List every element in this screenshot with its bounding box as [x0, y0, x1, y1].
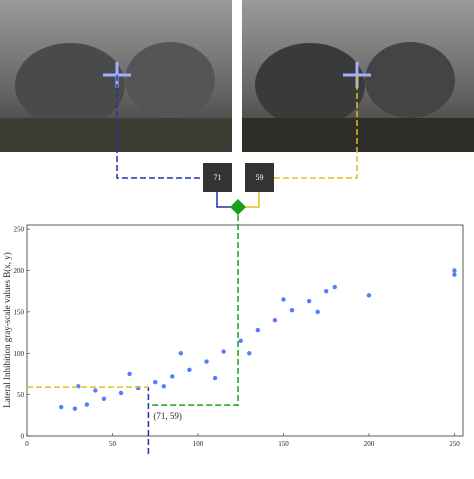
- x-tick-label: 0: [25, 440, 29, 448]
- x-tick-label: 50: [109, 440, 117, 448]
- y-tick-label: 50: [17, 391, 25, 399]
- point: [58, 404, 64, 410]
- plot: 0 50 100 150 200 250 0 50 100 150 200 250 (71, 59): [14, 215, 460, 454]
- point: [204, 359, 209, 364]
- point: [332, 284, 337, 290]
- point: [221, 349, 226, 354]
- x-tick-label: 100: [193, 440, 204, 448]
- point: [170, 374, 175, 379]
- inhibited-image: [242, 0, 474, 152]
- point: [84, 402, 90, 407]
- plot-frame: [26, 224, 464, 437]
- point: [178, 351, 184, 356]
- value-box: [203, 163, 232, 192]
- y-tick-label: 200: [14, 267, 25, 275]
- highlight-link: [148, 215, 239, 406]
- point: [452, 272, 457, 277]
- x-tick-label: 150: [278, 440, 289, 448]
- point: [324, 288, 329, 294]
- point: [281, 297, 286, 302]
- point: [212, 375, 218, 381]
- original-image: [0, 0, 232, 152]
- y-tick-label: 250: [14, 226, 25, 234]
- connector: [116, 75, 203, 179]
- y-tick-label: 150: [14, 308, 25, 316]
- point: [306, 298, 312, 304]
- y-axis-label: Lateral Inhibition gray-scale values B(x…: [2, 252, 12, 407]
- diamond: [230, 199, 246, 215]
- point: [289, 308, 295, 313]
- connector: [273, 75, 358, 179]
- point: [72, 406, 78, 411]
- point: [101, 396, 107, 401]
- point: [255, 327, 261, 333]
- value-text: 59: [256, 173, 264, 182]
- x-tick-label: 200: [364, 440, 375, 448]
- y-tick-label: 0: [21, 433, 25, 441]
- point: [153, 380, 158, 385]
- point: [127, 371, 132, 377]
- point: [366, 293, 372, 298]
- point: [238, 338, 243, 344]
- value-box: [245, 163, 274, 192]
- point: [118, 390, 124, 396]
- point: [452, 268, 457, 273]
- point: [161, 384, 166, 389]
- value-text: 71: [214, 173, 222, 182]
- point: [315, 309, 320, 315]
- point: [247, 351, 252, 356]
- point: [272, 317, 278, 323]
- highlight-label: (71, 59): [153, 411, 182, 421]
- point: [187, 367, 192, 373]
- x-tick-label: 250: [449, 440, 460, 448]
- point: [93, 388, 98, 393]
- y-tick-label: 100: [14, 350, 25, 358]
